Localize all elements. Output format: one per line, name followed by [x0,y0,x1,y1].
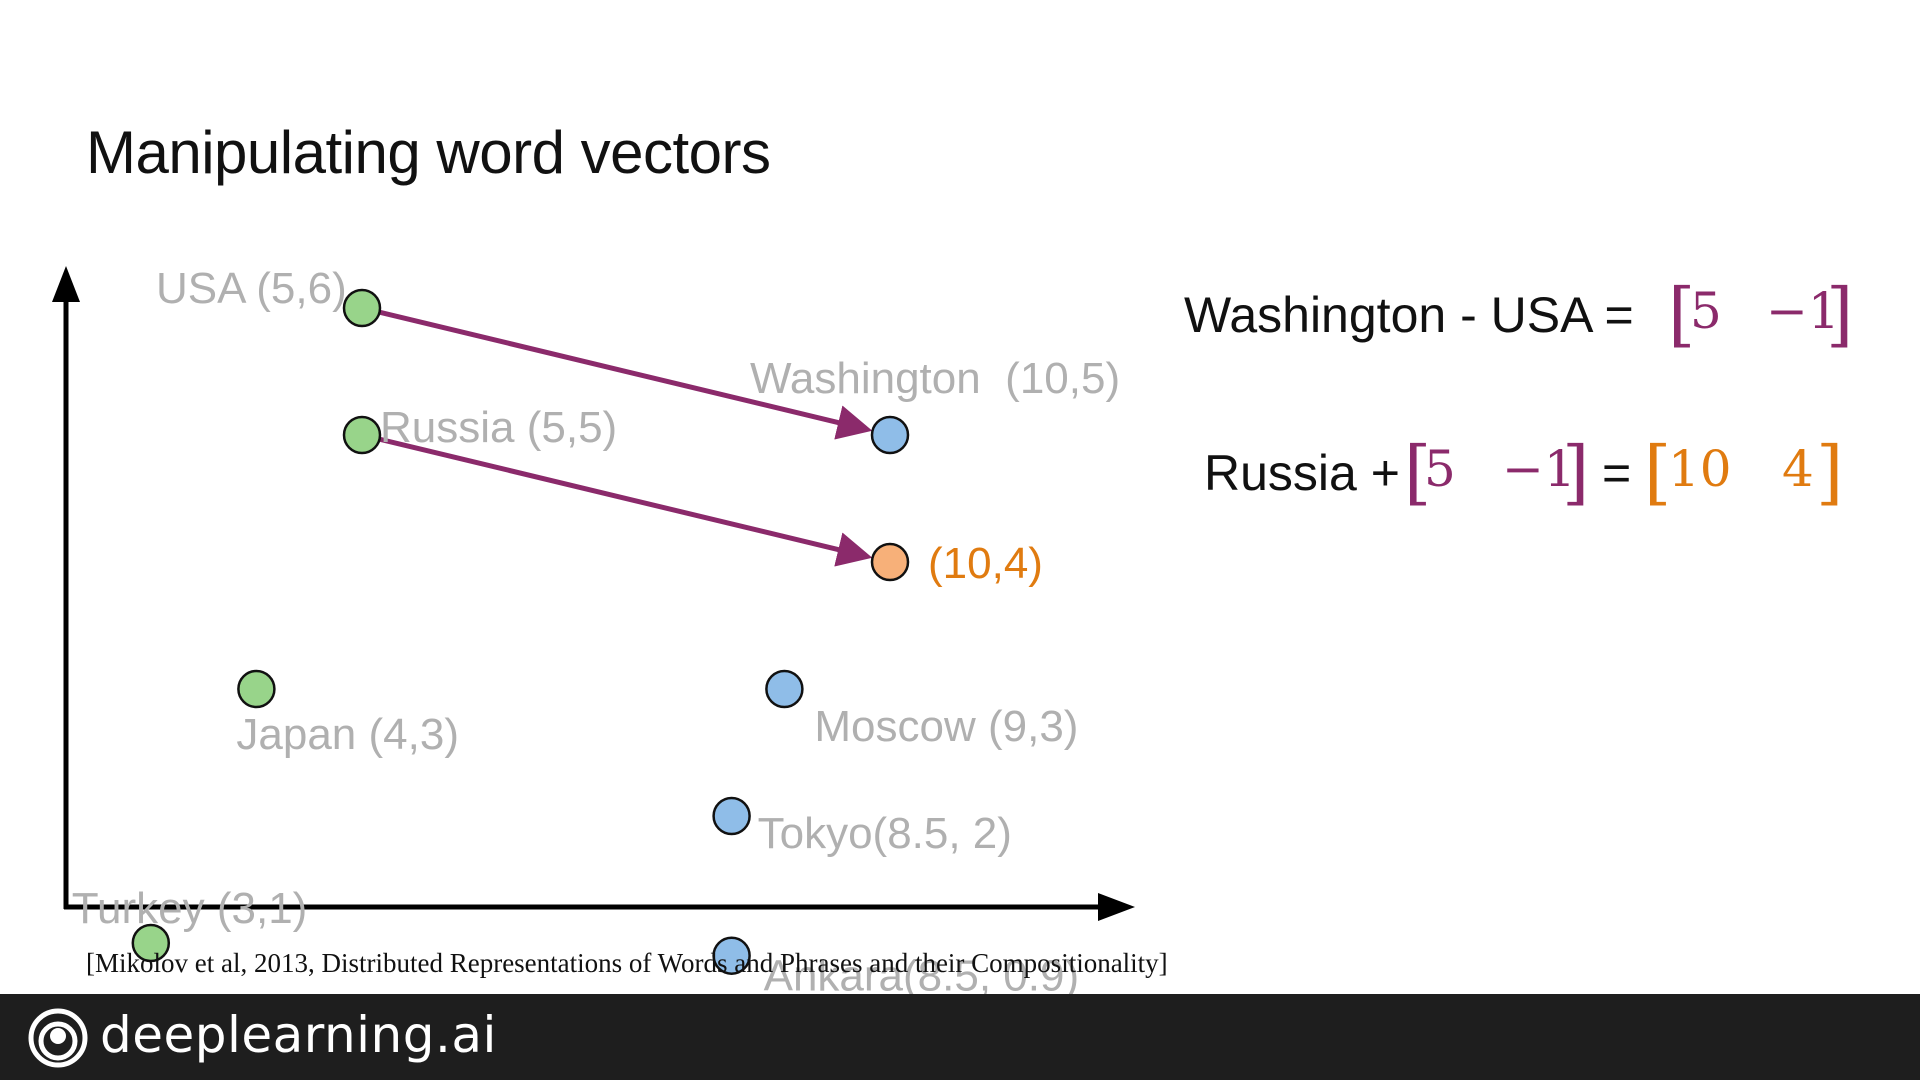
data-label-1-2: Tokyo(8.5, 2) [758,809,1012,858]
equation-1-right-bracket: ] [1826,273,1853,355]
data-label-0-0: USA (5,6) [156,264,347,313]
equation-1-lhs: Washington - USA = [1184,287,1634,343]
brand-name: deeplearning.ai [100,1006,497,1064]
equation-1-left-bracket: [ [1668,273,1695,355]
data-label-0-3: Turkey (3,1) [72,884,308,933]
equation-2-result-1: 4 [1782,440,1814,498]
data-point-0-1 [342,415,382,455]
data-point-0-2 [237,669,276,709]
equation-2: Russia + [ 5 −1 ] = [ 10 4 ] [1204,431,1843,513]
vector-arrow-1 [378,436,873,567]
equation-2-result-right-bracket: ] [1816,431,1843,513]
data-label-2-0: (10,4) [928,539,1043,588]
equation-2-right-bracket: ] [1562,431,1589,513]
data-point-1-3 [712,936,751,975]
equation-1-value-0: 5 [1690,282,1722,340]
citation: [Mikolov et al, 2013, Distributed Repres… [86,948,1168,978]
data-point-1-0 [870,415,910,455]
equation-1-value-1: −1 [1766,282,1840,340]
equation-2-result-0: 10 [1668,440,1732,498]
data-point-1-2 [712,796,751,836]
labels-layer: USA (5,6) Russia (5,5) Japan (4,3) Turkey (… [72,264,1120,994]
y-axis-arrowhead [52,266,80,302]
scatter-chart: USA (5,6) Russia (5,5) Japan (4,3) Turkey (… [52,264,1853,994]
equation-2-value-1: −1 [1502,440,1576,498]
equation-2-lhs: Russia + [1204,445,1400,501]
slide-title: Manipulating word vectors [86,119,771,186]
data-point-2-0 [870,542,910,582]
vector-arrow-0 [378,309,873,440]
data-point-0-0 [342,288,382,328]
equation-1: Washington - USA = [ 5 −1 ] [1184,273,1853,355]
data-point-1-1 [765,669,804,709]
points-layer [131,288,910,975]
equation-2-left-bracket: [ [1404,431,1431,513]
data-point-0-3 [131,923,171,963]
arrows-layer [378,309,873,567]
footer-bar: deeplearning.ai [0,994,1920,1080]
equation-2-result-left-bracket: [ [1644,431,1671,513]
data-label-1-3: Ankara(8.5, 0.9) [764,952,1080,994]
deeplearning-logo-icon [28,1008,88,1068]
equation-2-value-0: 5 [1424,440,1456,498]
data-label-0-2: Japan (4,3) [236,710,459,759]
x-axis-arrowhead [1098,893,1135,921]
data-label-0-1: Russia (5,5) [380,403,617,452]
data-label-1-1: Moscow (9,3) [814,702,1078,751]
equation-2-equals: = [1602,445,1631,501]
data-label-1-0: Washington (10,5) [750,354,1120,403]
